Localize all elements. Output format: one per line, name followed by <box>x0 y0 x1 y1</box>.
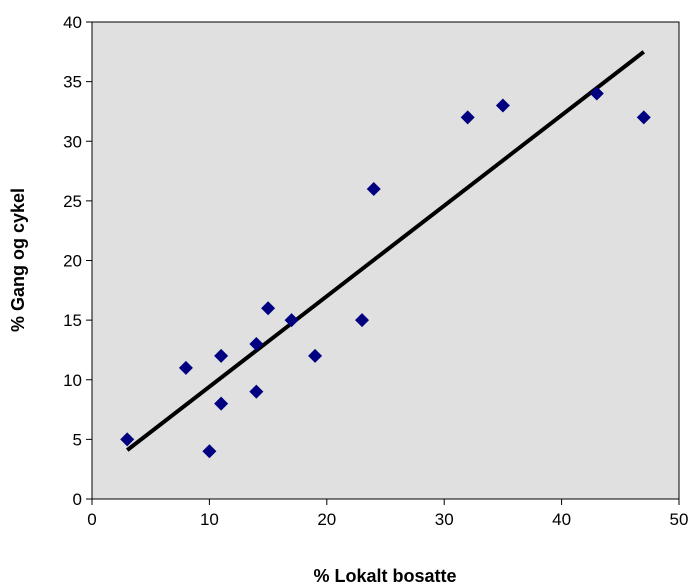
data-point <box>366 181 381 196</box>
x-tick-label: 40 <box>552 510 571 529</box>
y-tick-label: 35 <box>63 73 82 92</box>
y-axis: 0 5 10 15 20 25 30 35 40 <box>63 13 93 509</box>
x-tick-label: 0 <box>87 510 96 529</box>
y-tick-label: 0 <box>73 490 82 509</box>
data-point <box>178 360 193 375</box>
x-axis: 0 10 20 30 40 50 <box>87 498 689 529</box>
y-tick-label: 40 <box>63 13 82 32</box>
y-axis-title: % Gang og cykel <box>8 188 28 332</box>
data-point <box>249 336 264 351</box>
y-tick-label: 5 <box>73 430 82 449</box>
data-point <box>355 313 370 328</box>
x-tick-label: 30 <box>435 510 454 529</box>
data-point <box>589 86 604 101</box>
data-point <box>120 432 135 447</box>
data-point <box>308 348 323 363</box>
data-points <box>120 86 651 459</box>
data-point <box>460 110 475 125</box>
x-tick-label: 10 <box>200 510 219 529</box>
data-point <box>214 348 229 363</box>
y-tick-label: 10 <box>63 371 82 390</box>
y-tick-label: 15 <box>63 311 82 330</box>
data-point <box>249 384 264 399</box>
y-tick-label: 30 <box>63 132 82 151</box>
x-tick-label: 50 <box>670 510 689 529</box>
data-point <box>284 313 299 328</box>
x-axis-title: % Lokalt bosatte <box>313 566 456 586</box>
data-point <box>261 301 276 316</box>
trendline <box>125 50 646 452</box>
y-tick-label: 25 <box>63 192 82 211</box>
y-tick-label: 20 <box>63 252 82 271</box>
data-point <box>636 110 651 125</box>
x-tick-label: 20 <box>317 510 336 529</box>
data-point <box>202 444 217 459</box>
data-point <box>214 396 229 411</box>
data-point <box>495 98 510 113</box>
